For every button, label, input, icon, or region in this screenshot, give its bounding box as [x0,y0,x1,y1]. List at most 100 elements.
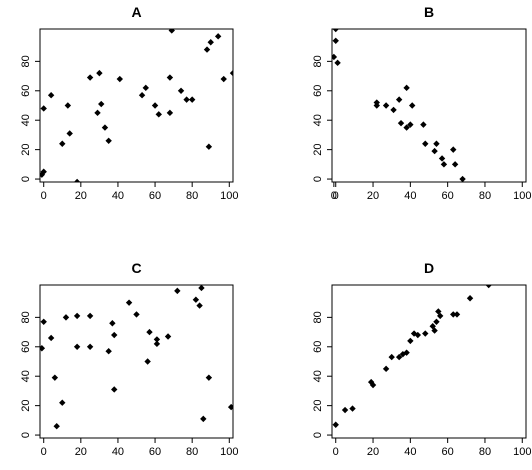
x-tick-label: 80 [479,446,491,458]
data-point [422,140,429,147]
data-point [144,358,151,365]
x-tick-label: 80 [186,190,198,202]
data-point [98,100,105,108]
data-point [105,348,112,355]
data-point [66,130,73,137]
x-tick-label: 40 [112,190,124,202]
data-point [153,336,161,343]
data-point [395,96,403,103]
x-tick-label: 0 [331,190,337,202]
y-tick-label: 40 [312,114,324,126]
data-point [440,161,448,168]
y-tick-label: 20 [20,400,32,412]
x-tick-label: 60 [149,190,161,202]
data-point [40,345,46,352]
data-point [125,299,133,306]
x-tick-label: 0 [41,190,47,202]
data-point [453,311,461,318]
y-tick-label: 60 [312,341,324,353]
panel-d-title: D [424,260,434,276]
x-tick-label: 20 [75,190,87,202]
panel-c-title: C [131,260,141,276]
x-tick-label: 80 [479,190,491,202]
data-point [188,96,196,103]
data-point [51,374,59,381]
data-point [450,146,457,153]
data-point [177,87,185,94]
data-point [229,69,233,77]
data-point [227,403,233,411]
data-point [332,421,339,428]
panel-b-frame [331,28,527,183]
y-tick-label: 0 [20,176,32,182]
x-tick-label: 100 [220,446,238,458]
y-tick-label: 60 [312,85,324,97]
data-point [86,312,94,320]
data-point [438,155,446,162]
data-point [47,334,55,342]
data-point [109,320,116,327]
data-point [451,161,459,168]
y-tick-label: 40 [20,370,32,382]
panel-a: A 0 20 40 60 80 100 0 20 40 60 80 [20,4,238,202]
panel-c-frame [39,284,234,439]
data-point [153,340,161,348]
data-point [40,168,47,175]
data-point [459,175,466,182]
y-tick-label: 20 [312,400,324,412]
data-point [382,102,390,109]
data-point [59,140,66,147]
x-tick-label: 20 [367,446,379,458]
panel-d: D 0 20 40 60 80 100 0 20 40 60 80 [312,260,531,458]
data-point [332,53,338,61]
y-tick-label: 80 [312,55,324,67]
data-point [86,74,94,81]
data-point [341,406,349,414]
data-point [155,111,162,118]
data-point [403,349,410,356]
y-tick-label: 60 [20,85,32,97]
data-point [332,29,339,33]
data-point [198,285,205,292]
data-point [111,386,118,393]
x-tick-label: 100 [513,446,531,458]
data-point [220,75,227,83]
data-point [86,343,94,350]
data-point [40,318,47,325]
data-point [409,102,416,109]
x-tick-label: 20 [367,190,379,202]
data-point [183,96,190,103]
data-point [105,137,112,145]
y-tick-label: 80 [20,55,32,67]
data-point [349,405,356,412]
data-point [369,381,377,389]
data-point [203,46,211,53]
data-point [395,353,403,361]
data-point [101,124,109,131]
data-point [200,415,207,423]
data-point [73,343,81,350]
panel-b-title: B [424,4,434,20]
data-point [485,285,492,289]
data-point [373,99,380,106]
data-point [205,143,213,150]
data-point [390,106,397,114]
y-tick-label: 80 [20,311,32,323]
x-tick-label: 40 [112,446,124,458]
x-tick-label: 80 [186,446,198,458]
panel-a-points [40,29,233,182]
data-point [62,314,70,321]
data-point [166,109,174,117]
data-point [403,124,410,131]
panel-c: C 0 20 40 60 80 100 0 20 40 60 80 [20,260,238,458]
y-tick-label: 40 [20,114,32,126]
data-point [64,102,72,109]
y-tick-label: 60 [20,341,32,353]
y-tick-label: 80 [312,311,324,323]
data-point [151,102,159,109]
data-point [47,92,55,99]
data-point [431,327,438,334]
data-point [111,331,118,339]
panel-a-frame [39,28,234,183]
data-point [207,39,214,46]
